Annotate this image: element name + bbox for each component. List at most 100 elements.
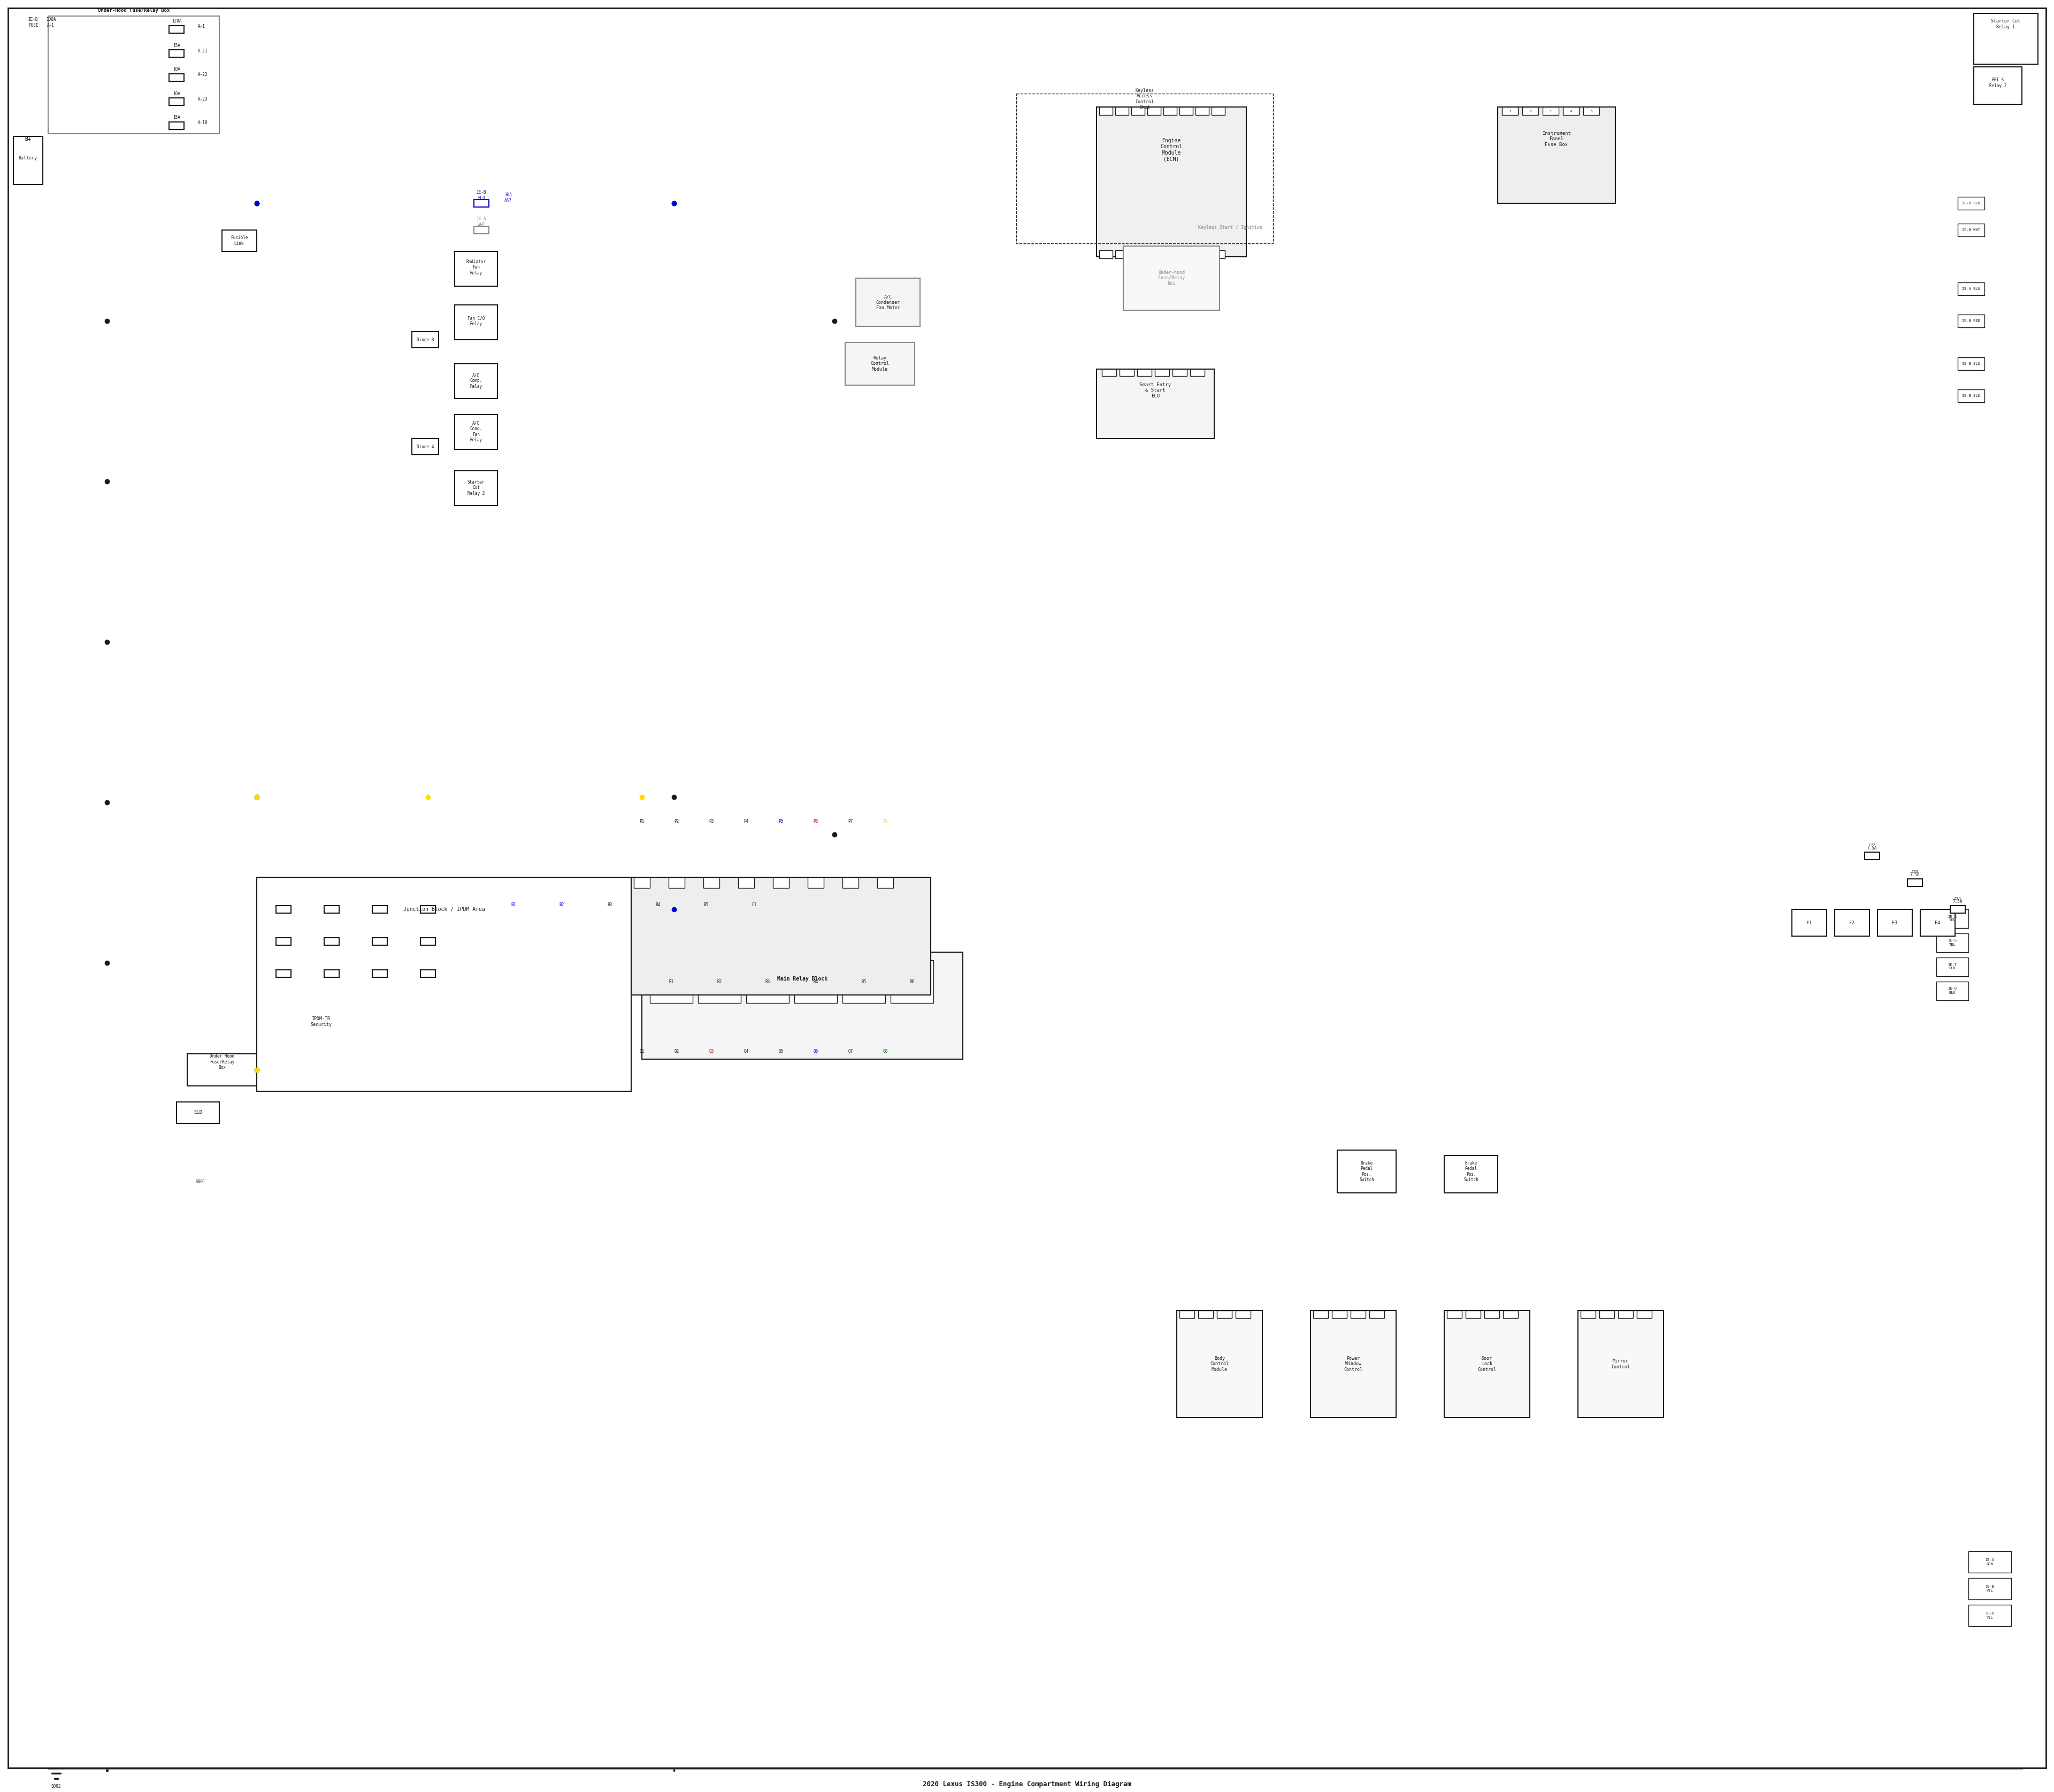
Bar: [807, 878, 824, 889]
Text: F2: F2: [1849, 921, 1855, 925]
Bar: [275, 969, 292, 977]
Bar: [1957, 357, 1984, 371]
Bar: [746, 961, 789, 1004]
Text: R5: R5: [861, 978, 867, 984]
Bar: [1352, 1310, 1366, 1319]
Bar: [649, 961, 692, 1004]
Bar: [454, 414, 497, 450]
Bar: [772, 878, 789, 889]
Text: IE-S
TEL: IE-S TEL: [1947, 939, 1957, 946]
Bar: [1331, 1310, 1347, 1319]
Text: 2020 Lexus IS300 - Engine Compartment Wiring Diagram: 2020 Lexus IS300 - Engine Compartment Wi…: [922, 1781, 1132, 1787]
Text: R2: R2: [717, 978, 721, 984]
Bar: [413, 332, 440, 348]
Text: IE-A
GRN: IE-A GRN: [1986, 1559, 1994, 1566]
Bar: [1920, 909, 1955, 935]
Bar: [1937, 909, 1968, 928]
Text: P1: P1: [639, 819, 645, 824]
Bar: [670, 878, 684, 889]
Bar: [631, 878, 930, 995]
Text: Q6: Q6: [813, 1048, 817, 1054]
Bar: [1216, 1310, 1232, 1319]
Text: P5: P5: [778, 819, 783, 824]
Text: Q2: Q2: [674, 1048, 680, 1054]
Text: Diode B: Diode B: [417, 337, 433, 342]
Text: A-23: A-23: [197, 97, 207, 102]
Text: Door
Lock
Control: Door Lock Control: [1477, 1357, 1497, 1373]
Text: P4: P4: [744, 819, 748, 824]
Bar: [1497, 108, 1614, 202]
Bar: [14, 136, 43, 185]
Bar: [1957, 197, 1984, 210]
Bar: [1212, 108, 1224, 115]
Bar: [698, 961, 741, 1004]
Text: B5: B5: [705, 903, 709, 907]
Text: Starter Cut
Relay 1: Starter Cut Relay 1: [1990, 20, 2021, 29]
Bar: [454, 251, 497, 287]
Text: Mirror
Control: Mirror Control: [1612, 1358, 1631, 1369]
Text: 10A: 10A: [173, 91, 181, 97]
Bar: [1957, 389, 1984, 401]
Bar: [1467, 1310, 1481, 1319]
Bar: [1485, 1310, 1499, 1319]
Bar: [1968, 1552, 2011, 1573]
Bar: [1582, 1310, 1596, 1319]
Text: A/C
Condenser
Fan Motor: A/C Condenser Fan Motor: [875, 294, 900, 310]
Text: C72: C72: [1869, 844, 1875, 848]
Text: Junction Block / IPDM Area: Junction Block / IPDM Area: [403, 907, 485, 912]
Text: 7.5A: 7.5A: [1953, 900, 1964, 903]
Bar: [1337, 1150, 1397, 1193]
Bar: [454, 364, 497, 398]
Bar: [1957, 224, 1984, 237]
Text: IE-A BLU: IE-A BLU: [1962, 287, 1980, 290]
Text: A-22: A-22: [197, 72, 207, 77]
Bar: [1370, 1310, 1384, 1319]
Text: IE-B BLK: IE-B BLK: [1962, 394, 1980, 398]
Text: Q3: Q3: [709, 1048, 715, 1054]
Text: 7.5A: 7.5A: [1910, 873, 1920, 876]
Bar: [275, 905, 292, 914]
Bar: [1017, 93, 1273, 244]
Bar: [1504, 1310, 1518, 1319]
Text: IE-U
BLK: IE-U BLK: [1947, 987, 1957, 995]
Bar: [702, 878, 719, 889]
Text: R1: R1: [670, 978, 674, 984]
Text: F4: F4: [1935, 921, 1941, 925]
Bar: [1097, 369, 1214, 439]
Text: Brake
Pedal
Pos.
Switch: Brake Pedal Pos. Switch: [1465, 1161, 1479, 1183]
Bar: [325, 905, 339, 914]
Bar: [168, 122, 185, 129]
Bar: [857, 278, 920, 326]
Bar: [1070, 219, 1391, 353]
Bar: [1584, 108, 1600, 115]
Bar: [1937, 934, 1968, 952]
Text: A/C
Cond.
Fan
Relay: A/C Cond. Fan Relay: [470, 421, 483, 443]
Text: 10A: 10A: [173, 66, 181, 72]
Bar: [1179, 1310, 1195, 1319]
Bar: [1957, 315, 1984, 328]
Bar: [1313, 1310, 1329, 1319]
Text: B2: B2: [559, 903, 565, 907]
Text: IE-B
FUSE: IE-B FUSE: [29, 18, 39, 27]
Text: P2: P2: [674, 819, 680, 824]
Text: S002: S002: [51, 1785, 62, 1788]
Bar: [1957, 283, 1984, 296]
Bar: [1195, 108, 1210, 115]
Text: Q4: Q4: [744, 1048, 748, 1054]
Text: Brake
Pedal
Pos.
Switch: Brake Pedal Pos. Switch: [1360, 1161, 1374, 1183]
Bar: [1163, 108, 1177, 115]
Bar: [1908, 878, 1923, 887]
Text: Battery: Battery: [18, 156, 37, 159]
Text: Keyless
Access
Control
Unit: Keyless Access Control Unit: [1136, 88, 1154, 109]
Text: Main Relay Block: Main Relay Block: [776, 977, 828, 982]
Bar: [1444, 1156, 1497, 1193]
Bar: [372, 969, 388, 977]
Bar: [1577, 1310, 1664, 1417]
Bar: [168, 50, 185, 57]
Bar: [1834, 909, 1869, 935]
Bar: [177, 1102, 220, 1124]
Bar: [1968, 1579, 2011, 1600]
Bar: [372, 905, 388, 914]
Text: R4: R4: [813, 978, 817, 984]
Bar: [1310, 1310, 1397, 1417]
